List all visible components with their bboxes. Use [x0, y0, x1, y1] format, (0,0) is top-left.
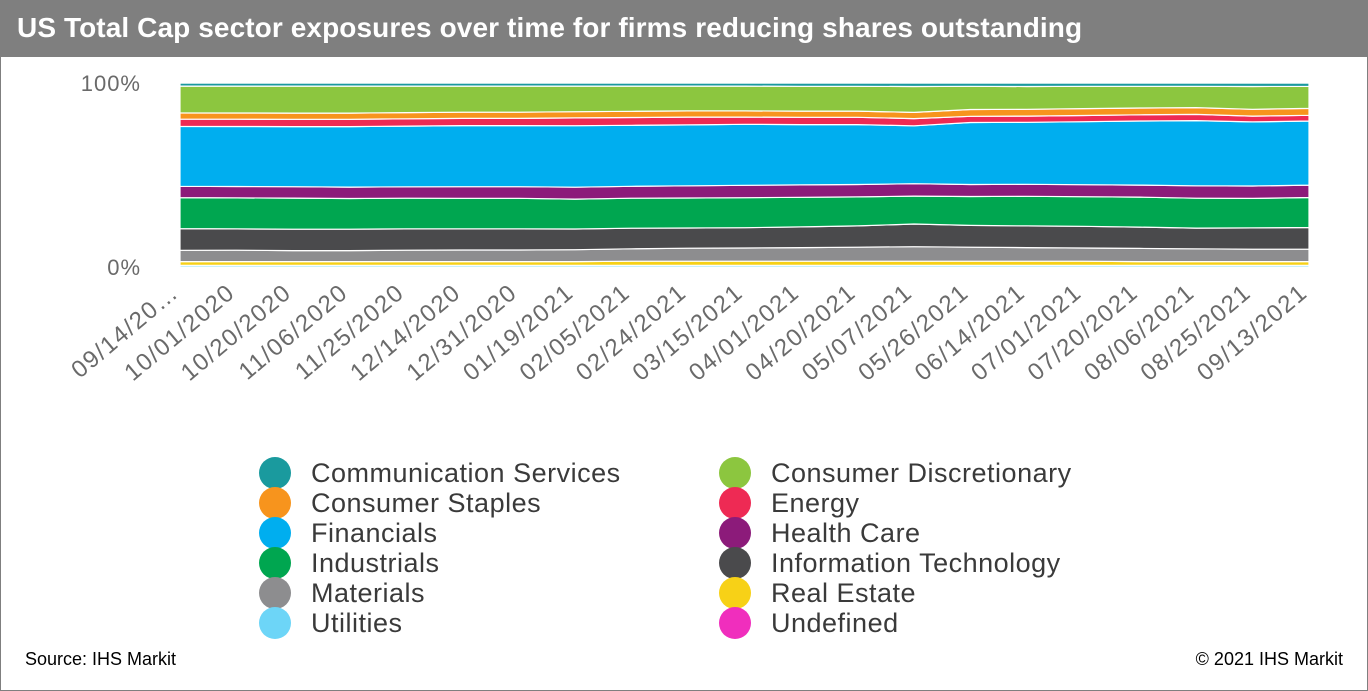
legend-label: Health Care [771, 517, 921, 548]
legend-item-health-care: Health Care [719, 517, 921, 549]
copyright-note: © 2021 IHS Markit [1195, 649, 1343, 669]
area-financials [179, 119, 1310, 188]
legend-swatch-icon [719, 517, 751, 549]
legend-label: Information Technology [771, 547, 1061, 578]
legend-swatch-icon [719, 607, 751, 639]
x-axis-ticks: 09/14/20…10/01/202010/20/202011/06/20201… [66, 279, 1313, 387]
title-bar: US Total Cap sector exposures over time … [1, 1, 1367, 57]
legend-item-consumer-staples: Consumer Staples [259, 487, 542, 519]
legend-item-undefined: Undefined [719, 607, 899, 639]
legend-item-industrials: Industrials [259, 547, 440, 579]
legend-item-utilities: Utilities [259, 607, 403, 639]
legend-swatch-icon [259, 547, 291, 579]
legend-label: Consumer Staples [311, 487, 542, 518]
legend-label: Communication Services [311, 457, 621, 488]
legend-swatch-icon [259, 487, 291, 519]
legend-label: Materials [311, 577, 426, 608]
source-note: Source: IHS Markit [25, 649, 177, 669]
legend-swatch-icon [259, 607, 291, 639]
chart-title: US Total Cap sector exposures over time … [17, 12, 1083, 43]
legend-swatch-icon [719, 547, 751, 579]
legend-item-materials: Materials [259, 577, 426, 609]
area-industrials [179, 195, 1310, 230]
legend: Communication Services Consumer Discreti… [259, 457, 1139, 643]
legend-label: Consumer Discretionary [771, 457, 1072, 488]
legend-label: Undefined [771, 607, 899, 638]
legend-label: Energy [771, 487, 860, 518]
area-series-group [179, 82, 1310, 268]
legend-item-financials: Financials [259, 517, 438, 549]
legend-label: Industrials [311, 547, 440, 578]
y-tick-label: 0% [107, 255, 141, 280]
legend-item-consumer-discretionary: Consumer Discretionary [719, 457, 1072, 489]
legend-label: Real Estate [771, 577, 917, 608]
legend-item-communication-services: Communication Services [259, 457, 621, 489]
legend-swatch-icon [719, 457, 751, 489]
legend-swatch-icon [719, 487, 751, 519]
legend-swatch-icon [259, 457, 291, 489]
legend-item-energy: Energy [719, 487, 860, 519]
legend-swatch-icon [259, 577, 291, 609]
y-tick-label: 100% [81, 71, 141, 96]
legend-label: Utilities [311, 607, 403, 638]
legend-swatch-icon [719, 577, 751, 609]
legend-label: Financials [311, 517, 438, 548]
legend-item-real-estate: Real Estate [719, 577, 917, 609]
stacked-area-chart: 0% 100% 09/14/20…10/01/202010/20/202011/0… [66, 71, 1313, 387]
legend-item-information-technology: Information Technology [719, 547, 1061, 579]
y-axis-ticks: 0% 100% [81, 71, 141, 280]
legend-swatch-icon [259, 517, 291, 549]
